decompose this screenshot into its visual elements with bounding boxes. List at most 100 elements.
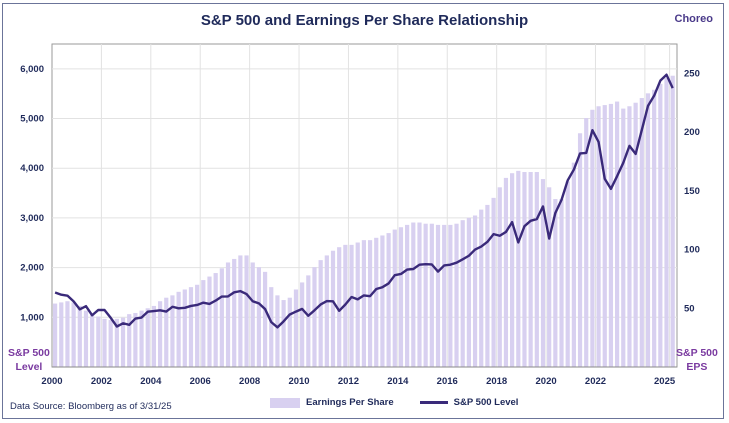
eps-bar [182,289,187,367]
legend-swatch-sp500 [419,401,448,404]
eps-bar [176,291,181,367]
eps-bar [232,258,237,367]
x-tick-label: 2014 [387,376,409,387]
eps-bar [281,300,286,367]
eps-bar [108,320,113,367]
eps-bar [164,297,169,367]
right-axis-label-line2: EPS [686,361,708,373]
eps-bar [534,172,539,367]
eps-bar [238,255,243,367]
eps-bar [312,267,317,367]
eps-bar [324,255,329,367]
eps-bar [435,224,441,367]
right-tick-label: 250 [684,68,700,79]
eps-bar [213,273,218,367]
eps-bar [417,222,422,367]
eps-bar [102,318,107,367]
eps-bar [244,255,249,367]
left-axis-label-line1: S&P 500 [8,347,50,359]
eps-bar [386,233,391,367]
eps-bar [225,262,231,367]
x-tick-label: 2016 [437,376,458,387]
eps-bar [448,224,453,367]
right-axis-label: S&P 500 EPS [676,346,718,374]
eps-bar [300,282,305,367]
eps-bar [114,318,119,367]
eps-bar [442,224,447,367]
eps-bar [287,297,292,367]
legend-label-eps: Earnings Per Share [306,397,394,408]
left-tick-label: 2,000 [20,263,44,274]
eps-bar [633,102,638,368]
eps-bar [522,172,527,367]
eps-bar [71,302,76,367]
eps-bar [423,223,428,367]
x-tick-label: 2025 [654,376,676,387]
eps-bar [120,317,126,367]
eps-bar [590,109,595,368]
eps-bar [145,308,150,367]
eps-bar [170,295,175,367]
right-tick-label: 200 [684,127,700,138]
x-tick-label: 2020 [536,376,557,387]
eps-bar [540,179,546,367]
eps-bar [485,204,490,367]
eps-bar [516,170,521,367]
eps-bar [405,224,410,367]
eps-bar [460,220,465,367]
eps-bar [479,209,484,367]
eps-bar [571,162,576,367]
x-tick-label: 2022 [585,376,606,387]
eps-bar [318,260,323,367]
eps-bar [133,312,138,367]
eps-bar [361,240,366,367]
eps-bar [355,242,360,367]
eps-bar [466,217,471,367]
eps-bar [53,303,58,367]
eps-bar [491,197,496,367]
eps-bar [195,284,200,367]
eps-bar [157,301,163,367]
eps-bar [90,314,95,367]
eps-bar [565,181,570,367]
eps-bar [596,106,601,367]
eps-bar [293,289,299,367]
eps-bar [503,177,509,367]
eps-bar [306,275,311,367]
eps-bar [553,199,558,367]
left-axis-label-line2: Level [15,361,43,373]
eps-bar [219,268,224,367]
eps-bar [627,106,632,367]
eps-bar [262,271,268,367]
right-axis-label-line1: S&P 500 [676,347,718,359]
eps-bar [330,250,336,367]
eps-bar [398,227,404,367]
eps-bar [337,247,342,367]
eps-bar [139,310,144,367]
eps-bar [639,98,644,368]
eps-bar [411,222,416,367]
eps-bar [559,199,564,367]
eps-bar [429,223,434,367]
x-tick-label: 2002 [91,376,112,387]
eps-bar [670,75,675,367]
x-tick-label: 2004 [140,376,162,387]
x-tick-label: 2012 [338,376,359,387]
eps-bar [577,133,583,367]
right-tick-label: 100 [684,245,700,256]
eps-bar [528,172,533,367]
eps-bar [201,280,206,367]
eps-bar [664,78,669,367]
eps-bar [207,276,212,367]
eps-bar [188,287,194,367]
x-tick-label: 2018 [486,376,507,387]
eps-bar [127,314,132,367]
data-source-note: Data Source: Bloomberg as of 3/31/25 [10,401,172,412]
legend-label-sp500: S&P 500 Level [453,397,519,408]
left-tick-label: 5,000 [20,114,44,125]
left-tick-label: 6,000 [20,64,44,75]
eps-bar [367,240,373,367]
eps-bar [510,173,515,367]
eps-bar [608,103,614,367]
x-tick-label: 2010 [288,376,309,387]
